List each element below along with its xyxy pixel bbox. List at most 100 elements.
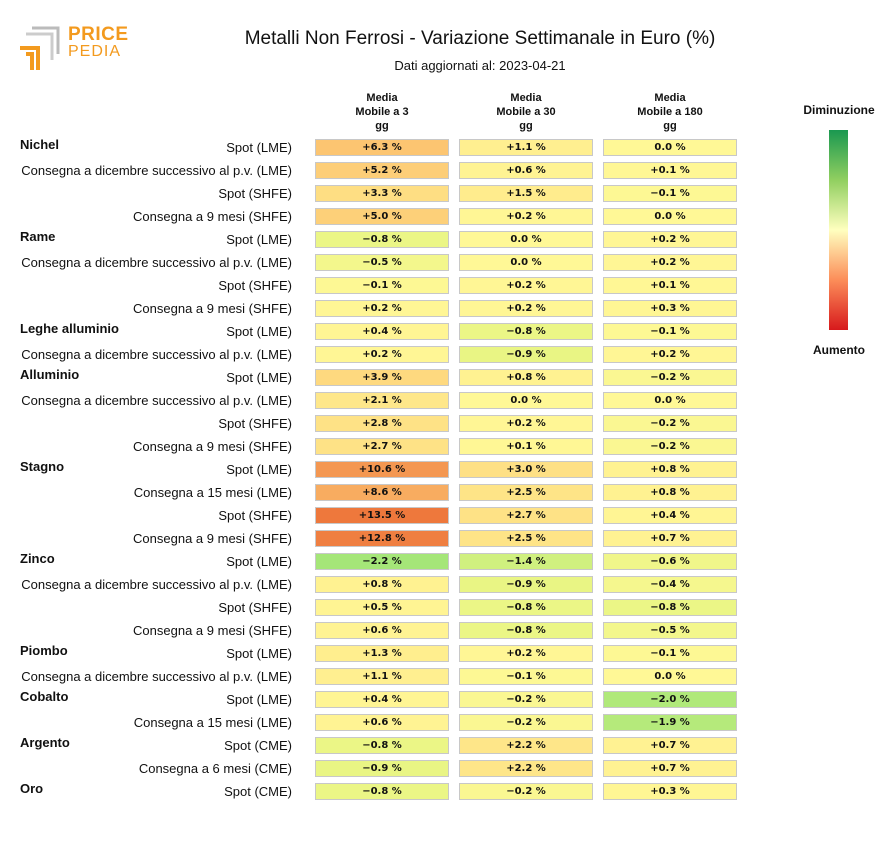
heatmap-cell: +0.2 %	[459, 300, 593, 317]
heatmap-cell: +3.3 %	[315, 185, 449, 202]
heatmap-cell: +0.2 %	[459, 277, 593, 294]
heatmap-cell: −0.5 %	[603, 622, 737, 639]
group-label: Zinco	[20, 551, 55, 566]
heatmap-cell: +0.6 %	[459, 162, 593, 179]
heatmap-cell: +0.2 %	[459, 208, 593, 225]
heatmap-cell: +0.8 %	[459, 369, 593, 386]
row-label: Consegna a 15 mesi (LME)	[133, 485, 292, 500]
heatmap-cell: +6.3 %	[315, 139, 449, 156]
heatmap-cell: −0.9 %	[315, 760, 449, 777]
heatmap-cell: +0.2 %	[603, 254, 737, 271]
row-label: Spot (CME)	[224, 738, 292, 753]
heatmap-cell: −0.5 %	[315, 254, 449, 271]
heatmap-cell: −0.2 %	[603, 438, 737, 455]
heatmap-cell: −0.8 %	[459, 599, 593, 616]
heatmap-cell: +2.7 %	[315, 438, 449, 455]
heatmap-cell: +2.8 %	[315, 415, 449, 432]
heatmap-cell: +3.9 %	[315, 369, 449, 386]
row-label: Consegna a 9 mesi (SHFE)	[133, 209, 292, 224]
row-label: Spot (CME)	[224, 784, 292, 799]
heatmap-cell: −0.1 %	[315, 277, 449, 294]
heatmap-cell: −0.2 %	[459, 714, 593, 731]
row-label: Spot (LME)	[226, 462, 292, 477]
row-label: Spot (LME)	[226, 646, 292, 661]
heatmap-cell: +0.7 %	[603, 760, 737, 777]
heatmap-cell: −1.9 %	[603, 714, 737, 731]
heatmap-cell: +5.2 %	[315, 162, 449, 179]
heatmap-cell: −0.8 %	[315, 783, 449, 800]
heatmap-cell: +0.1 %	[603, 277, 737, 294]
row-label: Consegna a dicembre successivo al p.v. (…	[21, 393, 292, 408]
group-label: Cobalto	[20, 689, 69, 704]
row-label: Consegna a 15 mesi (LME)	[133, 715, 292, 730]
group-label: Nichel	[20, 137, 60, 152]
heatmap-cell: +0.3 %	[603, 783, 737, 800]
row-label: Spot (SHFE)	[218, 508, 292, 523]
group-label: Argento	[20, 735, 70, 750]
heatmap-cell: −0.6 %	[603, 553, 737, 570]
heatmap-cell: −1.4 %	[459, 553, 593, 570]
heatmap-cell: 0.0 %	[459, 231, 593, 248]
heatmap-cell: +2.5 %	[459, 484, 593, 501]
heatmap-cell: +10.6 %	[315, 461, 449, 478]
heatmap-cell: +2.2 %	[459, 737, 593, 754]
heatmap-cell: +0.4 %	[315, 323, 449, 340]
heatmap-cell: −0.2 %	[603, 415, 737, 432]
heatmap-cell: +1.1 %	[315, 668, 449, 685]
heatmap-cell: −0.1 %	[603, 323, 737, 340]
heatmap-cell: +2.7 %	[459, 507, 593, 524]
heatmap-cell: +8.6 %	[315, 484, 449, 501]
heatmap-cell: 0.0 %	[603, 668, 737, 685]
heatmap-cell: +0.1 %	[459, 438, 593, 455]
column-header-2: Media Mobile a 30 gg	[496, 92, 556, 132]
heatmap-cell: −0.2 %	[459, 691, 593, 708]
heatmap-cell: −0.8 %	[315, 231, 449, 248]
heatmap-cell: +0.2 %	[459, 645, 593, 662]
heatmap-cell: 0.0 %	[603, 139, 737, 156]
group-label: Oro	[20, 781, 44, 796]
heatmap-cell: −0.4 %	[603, 576, 737, 593]
pricepedia-logo: PRICE PEDIA	[18, 24, 128, 74]
heatmap-cell: +0.6 %	[315, 714, 449, 731]
heatmap-cell: +0.2 %	[315, 346, 449, 363]
group-label: Rame	[20, 229, 56, 244]
column-header-1: Media Mobile a 3 gg	[355, 92, 409, 132]
heatmap-cell: +2.5 %	[459, 530, 593, 547]
heatmap-cell: +0.8 %	[603, 461, 737, 478]
row-label: Spot (SHFE)	[218, 278, 292, 293]
heatmap-cell: +2.2 %	[459, 760, 593, 777]
row-label: Consegna a 9 mesi (SHFE)	[133, 301, 292, 316]
heatmap-cell: +13.5 %	[315, 507, 449, 524]
heatmap-cell: +0.8 %	[315, 576, 449, 593]
heatmap-cell: 0.0 %	[459, 254, 593, 271]
heatmap-cell: 0.0 %	[603, 392, 737, 409]
row-label: Spot (LME)	[226, 324, 292, 339]
row-label: Consegna a dicembre successivo al p.v. (…	[21, 669, 292, 684]
heatmap-cell: −0.8 %	[315, 737, 449, 754]
heatmap-cell: +0.2 %	[459, 415, 593, 432]
heatmap-cell: −2.2 %	[315, 553, 449, 570]
row-label: Consegna a 9 mesi (SHFE)	[133, 623, 292, 638]
group-label: Leghe alluminio	[20, 321, 119, 336]
heatmap-cell: −0.8 %	[459, 622, 593, 639]
legend-color-bar	[829, 130, 848, 330]
column-header-3: Media Mobile a 180 gg	[637, 92, 703, 132]
heatmap-cell: +0.4 %	[315, 691, 449, 708]
heatmap-cell: −0.1 %	[603, 185, 737, 202]
heatmap-cell: +0.2 %	[315, 300, 449, 317]
heatmap-cell: −0.1 %	[459, 668, 593, 685]
heatmap-cell: +0.2 %	[603, 346, 737, 363]
group-label: Stagno	[20, 459, 65, 474]
heatmap-cell: −0.2 %	[459, 783, 593, 800]
row-label: Consegna a 6 mesi (CME)	[138, 761, 292, 776]
row-label: Spot (LME)	[226, 554, 292, 569]
heatmap-cell: +0.5 %	[315, 599, 449, 616]
heatmap-cell: +0.1 %	[603, 162, 737, 179]
heatmap-cell: −0.8 %	[603, 599, 737, 616]
logo-mark-icon	[20, 26, 60, 70]
legend-top-label: Diminuzione	[803, 103, 875, 117]
heatmap-cell: −0.8 %	[459, 323, 593, 340]
heatmap-cell: +0.3 %	[603, 300, 737, 317]
group-label: Alluminio	[20, 367, 80, 382]
logo-text-bottom: PEDIA	[68, 43, 122, 60]
